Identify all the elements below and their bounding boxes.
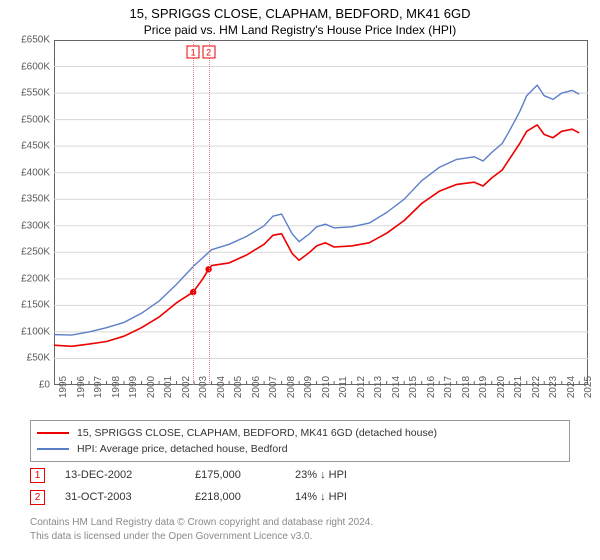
x-axis-tick-label: 1996 bbox=[76, 376, 87, 398]
x-axis-tick-label: 2006 bbox=[251, 376, 262, 398]
x-axis-tick-label: 2002 bbox=[181, 376, 192, 398]
legend-item: 15, SPRIGGS CLOSE, CLAPHAM, BEDFORD, MK4… bbox=[37, 425, 563, 441]
x-axis-tick-label: 2023 bbox=[548, 376, 559, 398]
x-axis-tick-label: 2017 bbox=[443, 376, 454, 398]
x-axis-tick-label: 1997 bbox=[93, 376, 104, 398]
attribution-line: This data is licensed under the Open Gov… bbox=[30, 530, 373, 544]
x-axis-tick-label: 1998 bbox=[111, 376, 122, 398]
y-axis-tick-label: £500K bbox=[6, 114, 50, 125]
chart-svg bbox=[54, 40, 588, 385]
x-axis-tick-label: 2011 bbox=[338, 376, 349, 398]
y-axis-tick-label: £250K bbox=[6, 247, 50, 258]
x-axis-tick-label: 2007 bbox=[268, 376, 279, 398]
y-axis-tick-label: £600K bbox=[6, 61, 50, 72]
legend-label: HPI: Average price, detached house, Bedf… bbox=[77, 443, 288, 455]
series-line-hpi bbox=[54, 85, 579, 335]
x-axis-tick-label: 2005 bbox=[233, 376, 244, 398]
x-axis-tick-label: 2009 bbox=[303, 376, 314, 398]
x-axis-tick-label: 1999 bbox=[128, 376, 139, 398]
legend-swatch bbox=[37, 432, 69, 434]
y-axis-tick-label: £150K bbox=[6, 300, 50, 311]
sales-table: 1 13-DEC-2002£175,00023% ↓ HPI 2 31-OCT-200… bbox=[30, 464, 375, 508]
x-axis-tick-label: 2019 bbox=[478, 376, 489, 398]
y-axis-tick-label: £200K bbox=[6, 273, 50, 284]
x-axis-tick-label: 2012 bbox=[356, 376, 367, 398]
x-axis-tick-label: 2018 bbox=[461, 376, 472, 398]
y-axis-tick-label: £650K bbox=[6, 35, 50, 46]
series-line-property bbox=[54, 125, 579, 346]
x-axis-tick-label: 2020 bbox=[496, 376, 507, 398]
y-axis-tick-label: £0 bbox=[6, 380, 50, 391]
y-axis-tick-label: £350K bbox=[6, 194, 50, 205]
y-axis-tick-label: £50K bbox=[6, 353, 50, 364]
chart-title: 15, SPRIGGS CLOSE, CLAPHAM, BEDFORD, MK4… bbox=[0, 6, 600, 21]
x-axis-tick-label: 2015 bbox=[408, 376, 419, 398]
sale-row: 1 13-DEC-2002£175,00023% ↓ HPI bbox=[30, 464, 375, 486]
x-axis-tick-label: 2008 bbox=[286, 376, 297, 398]
attribution-line: Contains HM Land Registry data © Crown c… bbox=[30, 516, 373, 530]
x-axis-tick-label: 2024 bbox=[566, 376, 577, 398]
x-axis-tick-label: 2001 bbox=[163, 376, 174, 398]
sale-date: 31-OCT-2003 bbox=[65, 491, 195, 503]
legend: 15, SPRIGGS CLOSE, CLAPHAM, BEDFORD, MK4… bbox=[30, 420, 570, 462]
y-axis-tick-label: £300K bbox=[6, 220, 50, 231]
x-axis-tick-label: 2022 bbox=[531, 376, 542, 398]
attribution: Contains HM Land Registry data © Crown c… bbox=[30, 516, 373, 543]
x-axis-tick-label: 2000 bbox=[146, 376, 157, 398]
x-axis-tick-label: 2016 bbox=[426, 376, 437, 398]
x-axis-tick-label: 2025 bbox=[583, 376, 594, 398]
x-axis-tick-label: 2021 bbox=[513, 376, 524, 398]
sale-date: 13-DEC-2002 bbox=[65, 469, 195, 481]
x-axis-tick-label: 2014 bbox=[391, 376, 402, 398]
legend-item: HPI: Average price, detached house, Bedf… bbox=[37, 441, 563, 457]
y-axis-tick-label: £450K bbox=[6, 141, 50, 152]
chart-container: 15, SPRIGGS CLOSE, CLAPHAM, BEDFORD, MK4… bbox=[0, 0, 600, 560]
plot-area: 12 bbox=[54, 40, 588, 385]
sale-marker-rule bbox=[209, 40, 210, 385]
sale-row: 2 31-OCT-2003£218,00014% ↓ HPI bbox=[30, 486, 375, 508]
chart-area: 12 £0 £50K £100K £150K £200K £250K £300K £350K £… bbox=[0, 40, 600, 410]
sale-marker-badge: 2 bbox=[202, 46, 215, 59]
legend-swatch bbox=[37, 448, 69, 450]
x-axis-tick-label: 2004 bbox=[216, 376, 227, 398]
sale-row-marker: 1 bbox=[30, 468, 45, 483]
y-axis-tick-label: £400K bbox=[6, 167, 50, 178]
y-axis-tick-label: £100K bbox=[6, 326, 50, 337]
sale-marker-badge: 1 bbox=[187, 46, 200, 59]
y-axis-tick-label: £550K bbox=[6, 88, 50, 99]
x-axis-tick-label: 2013 bbox=[373, 376, 384, 398]
x-axis-tick-label: 1995 bbox=[58, 376, 69, 398]
legend-label: 15, SPRIGGS CLOSE, CLAPHAM, BEDFORD, MK4… bbox=[77, 427, 437, 439]
sale-delta: 23% ↓ HPI bbox=[295, 469, 375, 481]
chart-subtitle: Price paid vs. HM Land Registry's House … bbox=[0, 23, 600, 37]
x-axis-tick-label: 2010 bbox=[321, 376, 332, 398]
sale-marker-rule bbox=[193, 40, 194, 385]
sale-price: £218,000 bbox=[195, 491, 295, 503]
sale-delta: 14% ↓ HPI bbox=[295, 491, 375, 503]
titles: 15, SPRIGGS CLOSE, CLAPHAM, BEDFORD, MK4… bbox=[0, 0, 600, 37]
x-axis-tick-label: 2003 bbox=[198, 376, 209, 398]
sale-price: £175,000 bbox=[195, 469, 295, 481]
sale-row-marker: 2 bbox=[30, 490, 45, 505]
